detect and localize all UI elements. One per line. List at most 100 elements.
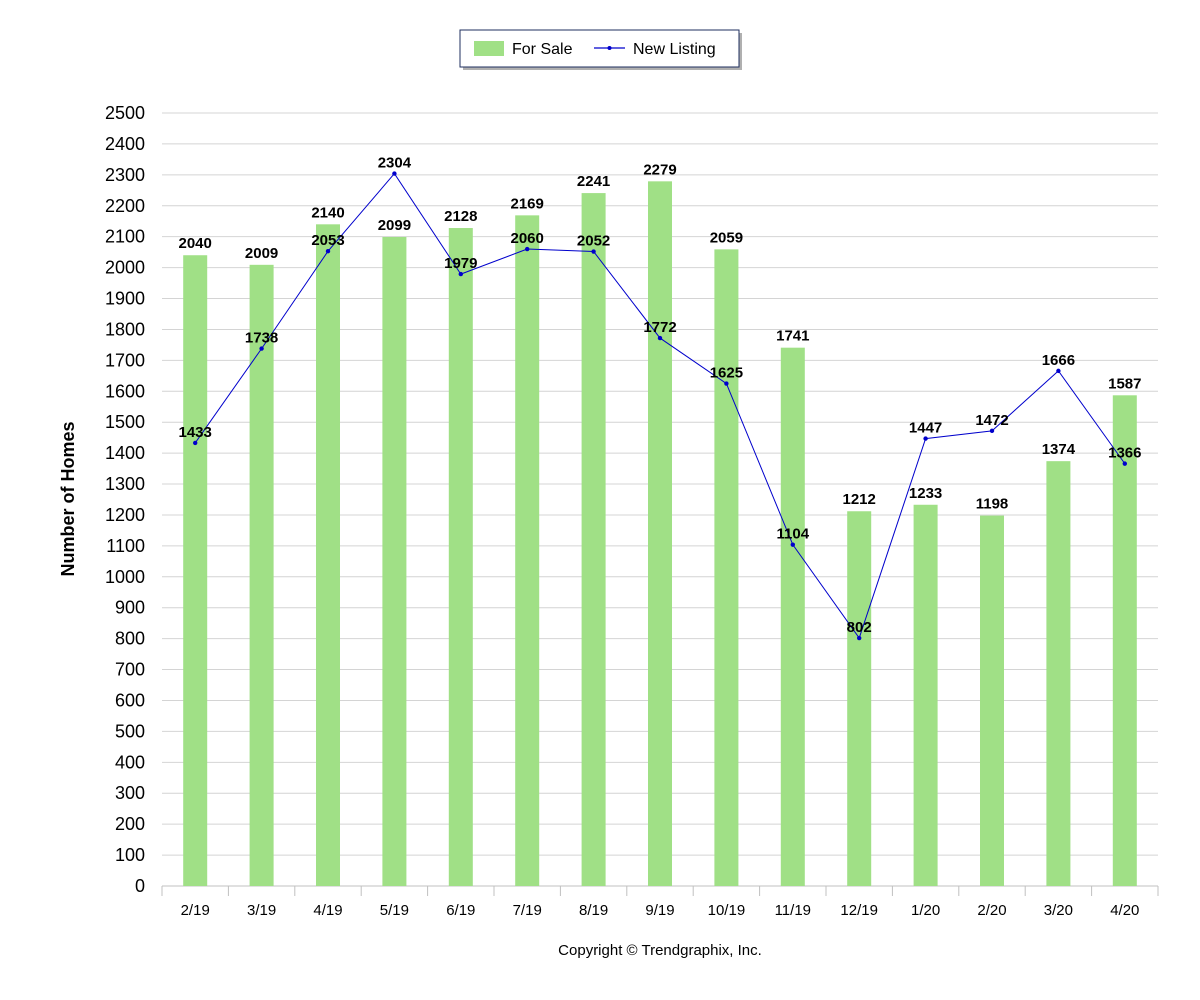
bar-for-sale — [980, 515, 1004, 886]
y-axis-title: Number of Homes — [58, 421, 78, 576]
point-new-listing — [1056, 368, 1061, 374]
data-label-for-sale: 2140 — [311, 204, 344, 221]
x-tick-label: 8/19 — [579, 902, 608, 919]
data-label-for-sale: 1374 — [1042, 441, 1076, 458]
bar-for-sale — [1046, 461, 1071, 886]
y-tick-label: 1600 — [105, 381, 145, 401]
point-new-listing — [1122, 461, 1128, 466]
y-tick-label: 1300 — [105, 474, 145, 494]
data-label-for-sale: 2241 — [577, 173, 610, 190]
data-label-new-listing: 1104 — [777, 526, 810, 543]
y-tick-label: 300 — [115, 783, 145, 803]
legend-marker-new-listing — [607, 46, 612, 50]
x-tick-label: 3/19 — [247, 902, 276, 919]
data-labels: 2040 2009 2140 2099 2128 2169 2241 2279 2059 1741… — [179, 155, 1142, 636]
x-tick-label: 12/19 — [840, 902, 878, 919]
bar-for-sale — [581, 193, 606, 887]
x-tick-label: 6/19 — [446, 902, 475, 919]
y-tick-label: 2400 — [105, 134, 145, 154]
data-label-for-sale: 2009 — [245, 245, 278, 262]
data-label-new-listing: 802 — [847, 619, 872, 636]
legend-swatch-for-sale — [474, 41, 504, 56]
bar-for-sale — [780, 347, 805, 886]
point-new-listing — [591, 249, 596, 254]
point-new-listing — [790, 542, 795, 547]
data-label-for-sale: 2279 — [643, 161, 676, 178]
y-tick-label: 2300 — [105, 165, 145, 185]
y-tick-label: 2500 — [105, 103, 145, 123]
legend-label-for-sale: For Sale — [512, 41, 573, 58]
bar-for-sale — [382, 236, 407, 886]
y-tick-label: 200 — [115, 814, 145, 834]
bar-for-sale — [847, 511, 872, 886]
data-label-new-listing: 1772 — [643, 319, 676, 336]
data-label-for-sale: 2040 — [179, 235, 212, 252]
copyright-text: Copyright © Trendgraphix, Inc. — [558, 942, 762, 959]
bar-for-sale — [515, 215, 540, 886]
x-tick-label: 10/19 — [708, 902, 746, 919]
data-label-new-listing: 1433 — [179, 424, 212, 441]
y-tick-label: 0 — [135, 876, 145, 896]
y-tick-label: 1500 — [105, 412, 145, 432]
y-tick-label: 2100 — [105, 227, 145, 247]
bar-series-for-sale — [183, 181, 1137, 887]
y-tick-label: 2000 — [105, 258, 145, 278]
bar-for-sale — [316, 224, 340, 886]
data-label-new-listing: 1738 — [245, 330, 278, 347]
legend-label-new-listing: New Listing — [633, 41, 716, 58]
y-tick-label: 1000 — [105, 567, 145, 587]
data-label-for-sale: 2128 — [444, 208, 477, 225]
data-label-for-sale: 2169 — [511, 195, 544, 212]
data-label-for-sale: 2059 — [710, 229, 743, 246]
data-label-new-listing: 1666 — [1042, 352, 1075, 369]
y-tick-label: 800 — [115, 629, 145, 649]
y-tick-label: 700 — [115, 660, 145, 680]
data-label-new-listing: 1472 — [975, 412, 1008, 429]
x-tick-label: 7/19 — [513, 902, 542, 919]
axes: 0 100 200 300 400 500 600 700 800 900 1000 1100 1200… — [105, 103, 1159, 919]
data-label-for-sale: 2099 — [378, 217, 411, 234]
data-label-for-sale: 1741 — [776, 328, 809, 345]
bar-for-sale — [183, 255, 208, 886]
data-label-new-listing: 2052 — [577, 233, 610, 250]
x-tick-label: 1/20 — [911, 902, 940, 919]
y-tick-label: 1900 — [105, 289, 145, 309]
data-label-for-sale: 1198 — [976, 496, 1009, 513]
x-tick-label: 11/19 — [775, 902, 811, 919]
y-tick-label: 500 — [115, 721, 145, 741]
point-new-listing — [392, 171, 397, 176]
x-tick-label: 5/19 — [380, 902, 409, 919]
legend: For Sale New Listing — [459, 29, 742, 70]
point-new-listing — [989, 428, 995, 434]
y-tick-label: 900 — [115, 598, 145, 618]
y-tick-label: 400 — [115, 752, 145, 772]
point-new-listing — [458, 271, 463, 277]
point-new-listing — [193, 440, 198, 446]
data-label-new-listing: 1447 — [909, 420, 942, 437]
y-tick-label: 100 — [115, 845, 145, 865]
bar-for-sale — [714, 249, 739, 887]
point-new-listing — [525, 246, 530, 252]
bar-for-sale — [913, 504, 938, 886]
line-series-new-listing — [193, 171, 1128, 641]
point-new-listing — [923, 436, 928, 441]
point-new-listing — [657, 335, 663, 341]
data-label-new-listing: 1625 — [710, 365, 743, 382]
data-label-for-sale: 1212 — [843, 491, 876, 508]
y-tick-label: 1200 — [105, 505, 145, 525]
y-tick-label: 1700 — [105, 350, 145, 370]
point-new-listing — [259, 346, 264, 351]
data-label-for-sale: 1587 — [1108, 375, 1141, 392]
point-new-listing — [325, 249, 331, 254]
bar-for-sale — [249, 264, 274, 886]
x-tick-label: 9/19 — [645, 902, 674, 919]
data-label-new-listing: 2304 — [378, 155, 412, 172]
y-tick-label: 2200 — [105, 196, 145, 216]
x-tick-label: 2/19 — [181, 902, 210, 919]
y-tick-label: 1100 — [106, 536, 145, 556]
y-tick-label: 600 — [115, 690, 145, 710]
y-tick-label: 1400 — [105, 443, 145, 463]
bar-for-sale — [648, 181, 672, 887]
data-label-new-listing: 1979 — [444, 255, 477, 272]
